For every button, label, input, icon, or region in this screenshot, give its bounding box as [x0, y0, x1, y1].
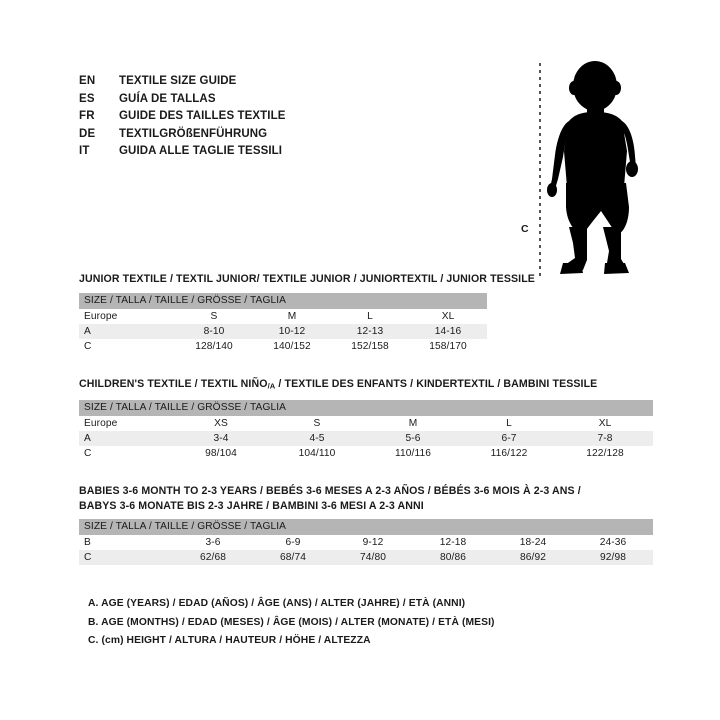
table-cell: 3-4 — [173, 430, 269, 446]
table-cell: 122/128 — [557, 445, 654, 461]
table-band-row: SIZE / TALLA / TAILLE / GRÖSSE / TAGLIA — [79, 399, 654, 416]
section-title-babies-line2: BABYS 3-6 MONATE BIS 2-3 JAHRE / BAMBINI… — [79, 499, 424, 512]
size-section-children: CHILDREN'S TEXTILE / TEXTIL NIÑO/A / TEX… — [79, 377, 654, 461]
size-section-junior: JUNIOR TEXTILE / TEXTIL JUNIOR/ TEXTILE … — [79, 272, 535, 354]
legend-row: EN TEXTILE SIZE GUIDE — [79, 75, 409, 93]
table-cell: 68/74 — [253, 550, 333, 565]
size-section-babies: BABIES 3-6 MONTH TO 2-3 YEARS / BEBÉS 3-… — [79, 484, 654, 565]
table-cell: 62/68 — [173, 550, 253, 565]
table-cell: 12-13 — [331, 323, 409, 339]
table-row: C 62/68 68/74 74/80 80/86 86/92 92/98 — [79, 550, 654, 565]
row-label: C — [79, 550, 173, 565]
table-cell: 158/170 — [409, 338, 488, 354]
footnote-a: A. AGE (YEARS) / EDAD (AÑOS) / ÂGE (ANS)… — [88, 598, 466, 609]
row-label: Europe — [79, 415, 173, 431]
table-row: Europe XS S M L XL — [79, 415, 654, 431]
table-cell: 140/152 — [253, 338, 331, 354]
table-band-label: SIZE / TALLA / TAILLE / GRÖSSE / TAGLIA — [79, 292, 488, 309]
table-cell: XL — [409, 308, 488, 324]
table-cell: 3-6 — [173, 535, 253, 550]
legend-language-code: ES — [79, 92, 95, 105]
legend-row: ES GUÍA DE TALLAS — [79, 93, 409, 111]
size-table-children: SIZE / TALLA / TAILLE / GRÖSSE / TAGLIA … — [79, 399, 654, 461]
table-band-row: SIZE / TALLA / TAILLE / GRÖSSE / TAGLIA — [79, 292, 488, 309]
legend-language-text: TEXTILGRÖßENFÜHRUNG — [119, 127, 268, 140]
section-title-babies-line1: BABIES 3-6 MONTH TO 2-3 YEARS / BEBÉS 3-… — [79, 485, 581, 497]
table-cell: 104/110 — [269, 445, 365, 461]
row-label: A — [79, 323, 175, 339]
table-cell: 128/140 — [175, 338, 253, 354]
table-cell: 6-9 — [253, 535, 333, 550]
legend-language-code: DE — [79, 127, 96, 140]
table-row: A 3-4 4-5 5-6 6-7 7-8 — [79, 430, 654, 446]
language-legend: EN TEXTILE SIZE GUIDE ES GUÍA DE TALLAS … — [79, 75, 409, 163]
table-row: A 8-10 10-12 12-13 14-16 — [79, 323, 488, 339]
table-cell: 6-7 — [461, 430, 557, 446]
table-cell: 74/80 — [333, 550, 413, 565]
row-label: C — [79, 445, 173, 461]
legend-row: FR GUIDE DES TAILLES TEXTILE — [79, 110, 409, 128]
table-cell: 12-18 — [413, 535, 493, 550]
table-cell: S — [269, 415, 365, 431]
table-cell: L — [461, 415, 557, 431]
section-title-children-sub: /A — [267, 381, 276, 391]
size-table-junior: SIZE / TALLA / TAILLE / GRÖSSE / TAGLIA … — [79, 292, 488, 354]
height-measurement-figure: C — [505, 55, 680, 285]
height-measure-label: C — [521, 223, 529, 235]
table-cell: XS — [173, 415, 269, 431]
child-silhouette-icon — [539, 61, 638, 277]
table-cell: 9-12 — [333, 535, 413, 550]
row-label: C — [79, 338, 175, 354]
legend-row: IT GUIDA ALLE TAGLIE TESSILI — [79, 145, 409, 163]
table-cell: L — [331, 308, 409, 324]
table-cell: 80/86 — [413, 550, 493, 565]
table-cell: XL — [557, 415, 654, 431]
footnote-c: C. (cm) HEIGHT / ALTURA / HAUTEUR / HÖHE… — [88, 635, 371, 646]
table-band-label: SIZE / TALLA / TAILLE / GRÖSSE / TAGLIA — [79, 399, 654, 416]
table-cell: 152/158 — [331, 338, 409, 354]
section-title-children-post: / TEXTILE DES ENFANTS / KINDERTEXTIL / B… — [275, 378, 598, 390]
legend-language-code: IT — [79, 145, 90, 157]
legend-language-text: GUIDA ALLE TAGLIE TESSILI — [119, 145, 283, 157]
legend-row: DE TEXTILGRÖßENFÜHRUNG — [79, 128, 409, 146]
footnotes: A. AGE (YEARS) / EDAD (AÑOS) / ÂGE (ANS)… — [88, 595, 495, 651]
table-cell: 5-6 — [365, 430, 461, 446]
table-row: C 98/104 104/110 110/116 116/122 122/128 — [79, 445, 654, 461]
table-row: B 3-6 6-9 9-12 12-18 18-24 24-36 — [79, 535, 654, 550]
legend-language-code: EN — [79, 75, 96, 87]
section-title-junior: JUNIOR TEXTILE / TEXTIL JUNIOR/ TEXTILE … — [79, 273, 535, 285]
row-label: B — [79, 535, 173, 550]
table-row: Europe S M L XL — [79, 308, 488, 324]
row-label: A — [79, 430, 173, 446]
legend-language-code: FR — [79, 110, 95, 122]
child-body-shape — [547, 61, 638, 274]
size-table-babies: SIZE / TALLA / TAILLE / GRÖSSE / TAGLIA … — [79, 519, 654, 565]
table-band-row: SIZE / TALLA / TAILLE / GRÖSSE / TAGLIA — [79, 519, 654, 535]
table-cell: 24-36 — [573, 535, 654, 550]
table-cell: 98/104 — [173, 445, 269, 461]
table-cell: 110/116 — [365, 445, 461, 461]
table-band-label: SIZE / TALLA / TAILLE / GRÖSSE / TAGLIA — [79, 519, 654, 535]
row-label: Europe — [79, 308, 175, 324]
table-cell: 86/92 — [493, 550, 573, 565]
table-cell: M — [365, 415, 461, 431]
section-title-children-pre: CHILDREN'S TEXTILE / TEXTIL NIÑO — [79, 378, 268, 390]
table-cell: S — [175, 308, 253, 324]
table-cell: 4-5 — [269, 430, 365, 446]
table-cell: 14-16 — [409, 323, 488, 339]
footnote-b: B. AGE (MONTHS) / EDAD (MESES) / ÂGE (MO… — [88, 616, 495, 628]
legend-language-text: GUÍA DE TALLAS — [119, 92, 216, 105]
table-cell: 18-24 — [493, 535, 573, 550]
table-cell: M — [253, 308, 331, 324]
section-title-children: CHILDREN'S TEXTILE / TEXTIL NIÑO/A / TEX… — [79, 377, 653, 394]
table-cell: 92/98 — [573, 550, 654, 565]
table-row: C 128/140 140/152 152/158 158/170 — [79, 338, 488, 354]
table-cell: 7-8 — [557, 430, 654, 446]
table-cell: 8-10 — [175, 323, 253, 339]
table-cell: 116/122 — [461, 445, 557, 461]
legend-language-text: TEXTILE SIZE GUIDE — [119, 75, 237, 87]
table-cell: 10-12 — [253, 323, 331, 339]
legend-language-text: GUIDE DES TAILLES TEXTILE — [119, 110, 286, 122]
